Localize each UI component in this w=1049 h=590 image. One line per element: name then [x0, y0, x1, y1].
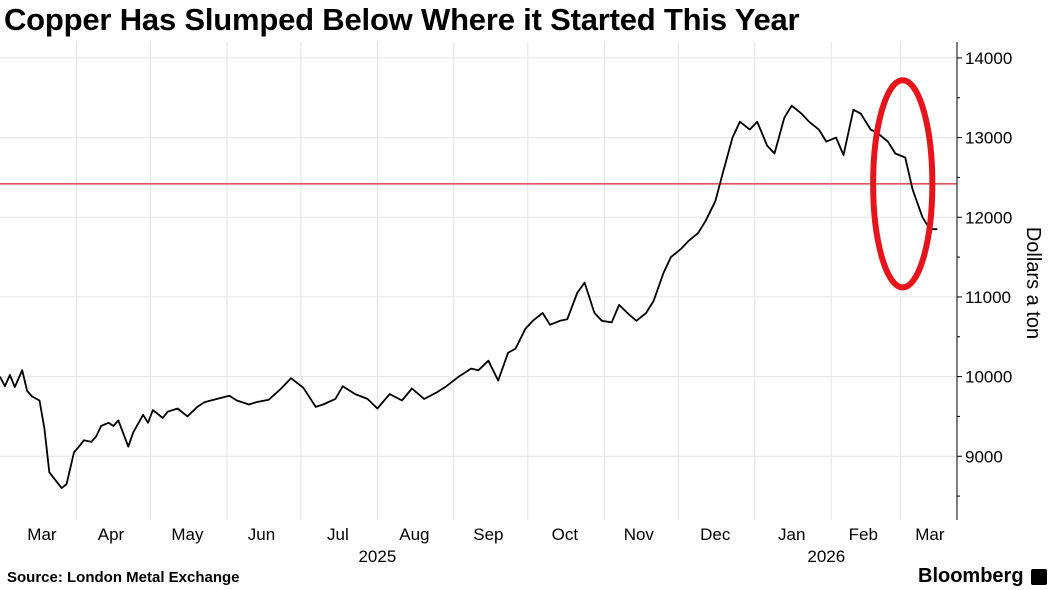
highlight-layer — [870, 77, 936, 291]
x-tick-label: Aug — [399, 525, 429, 544]
bloomberg-terminal-icon — [1031, 569, 1047, 585]
highlight-circle — [870, 77, 936, 291]
x-tick-label: Sep — [473, 525, 503, 544]
x-tick-label: Jun — [248, 525, 275, 544]
y-tick-label: 12000 — [965, 208, 1012, 227]
source-note: Source: London Metal Exchange — [7, 569, 240, 586]
y-tick-label: 11000 — [965, 288, 1011, 307]
y-tick-label: 10000 — [965, 368, 1012, 387]
x-tick-label: Jul — [327, 525, 349, 544]
series-layer — [0, 104, 938, 490]
brand-logo: Bloomberg — [918, 565, 1024, 587]
x-tick-label: Nov — [624, 525, 655, 544]
x-tick-label: Mar — [27, 525, 57, 544]
gridlines — [0, 42, 957, 520]
x-tick-label: Apr — [98, 525, 125, 544]
y-tick-label: 14000 — [965, 49, 1012, 68]
y-axis-title: Dollars a ton — [1022, 227, 1044, 339]
x-tick-label: Dec — [700, 525, 731, 544]
x-tick-label: Mar — [915, 525, 945, 544]
x-year-label: 2025 — [358, 547, 396, 566]
x-tick-label: Oct — [552, 525, 579, 544]
x-tick-label: Feb — [849, 525, 878, 544]
axes: 9000 10000 11000 12000 13000 14000 Dollars a t… — [27, 42, 1044, 566]
y-tick-label: 9000 — [965, 447, 1003, 466]
x-year-label: 2026 — [807, 547, 845, 566]
x-tick-label: Jan — [778, 525, 805, 544]
y-tick-label: 13000 — [965, 129, 1012, 148]
chart-title: Copper Has Slumped Below Where it Starte… — [4, 2, 800, 37]
series-line-0 — [0, 104, 938, 490]
x-tick-label: May — [171, 525, 204, 544]
